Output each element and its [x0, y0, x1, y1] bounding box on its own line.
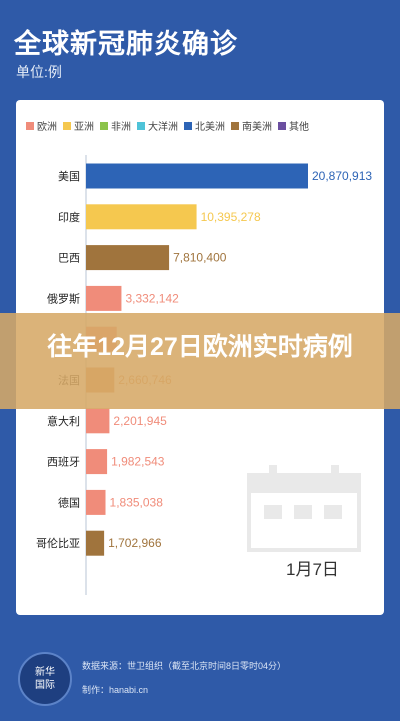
legend-swatch — [278, 121, 286, 130]
category-label: 德国 — [58, 495, 80, 509]
legend-item: 非洲 — [100, 118, 131, 133]
value-label: 2,201,945 — [113, 414, 167, 428]
legend-label: 欧洲 — [37, 122, 57, 133]
producer-text: 制作：hanabi.cn — [82, 685, 149, 695]
legend-item: 大洋洲 — [137, 118, 178, 133]
value-label: 10,395,278 — [201, 210, 261, 224]
category-label: 哥伦比亚 — [36, 536, 80, 550]
category-label: 意大利 — [47, 414, 80, 428]
footer: 新华 国际 数据来源：世卫组织（截至北京时间8日零时04分） 制作：hanabi… — [0, 640, 400, 721]
legend-swatch — [231, 121, 239, 130]
legend-swatch — [100, 121, 108, 130]
legend-label: 大洋洲 — [148, 122, 178, 133]
legend-swatch — [137, 121, 145, 130]
banner-title: 往年12月27日欧洲实时病例 — [47, 333, 353, 361]
bar — [86, 489, 106, 515]
legend-item: 亚洲 — [63, 118, 94, 133]
category-label: 巴西 — [58, 253, 80, 265]
legend-label: 其他 — [289, 122, 309, 133]
value-label: 1,982,543 — [111, 455, 165, 469]
value-label: 7,810,400 — [173, 251, 227, 265]
legend-swatch — [184, 121, 192, 130]
legend-label: 北美洲 — [195, 122, 225, 133]
legend-swatch — [63, 121, 71, 130]
bar — [86, 204, 197, 230]
value-label: 20,870,913 — [312, 169, 372, 183]
legend-label: 非洲 — [111, 122, 131, 133]
legend-item: 欧洲 — [26, 118, 57, 133]
category-label: 西班牙 — [47, 456, 80, 469]
category-label: 美国 — [58, 170, 80, 183]
category-label: 俄罗斯 — [47, 292, 80, 305]
page-title: 全球新冠肺炎确诊 — [14, 29, 238, 59]
date-stamp: 1月7日 — [286, 560, 339, 579]
bar — [86, 163, 308, 189]
unit-label: 单位:例 — [16, 64, 62, 80]
logo-line1: 新华 — [35, 667, 55, 678]
value-label: 1,835,038 — [110, 495, 164, 509]
source-text: 数据来源：世卫组织（截至北京时间8日零时04分） — [82, 661, 287, 671]
value-label: 1,702,966 — [108, 536, 162, 550]
bar — [86, 285, 122, 311]
title-banner: 往年12月27日欧洲实时病例 — [0, 313, 400, 409]
legend-swatch — [26, 121, 34, 130]
chart-legend: 欧洲 亚洲 非洲 大洋洲 北美洲 南美洲 其他 — [26, 118, 376, 133]
value-label: 3,332,142 — [125, 291, 179, 305]
legend-item: 其他 — [278, 118, 309, 133]
legend-label: 亚洲 — [74, 122, 94, 133]
bar — [86, 449, 108, 475]
bar — [86, 530, 105, 556]
calendar-watermark-icon — [247, 465, 361, 552]
logo-line2: 国际 — [35, 680, 55, 691]
bar — [86, 245, 170, 271]
category-label: 印度 — [58, 210, 80, 224]
legend-item: 南美洲 — [231, 118, 272, 133]
bar — [86, 408, 110, 434]
xinhua-logo: 新华 国际 — [18, 652, 72, 706]
legend-item: 北美洲 — [184, 118, 225, 133]
legend-label: 南美洲 — [242, 122, 272, 133]
